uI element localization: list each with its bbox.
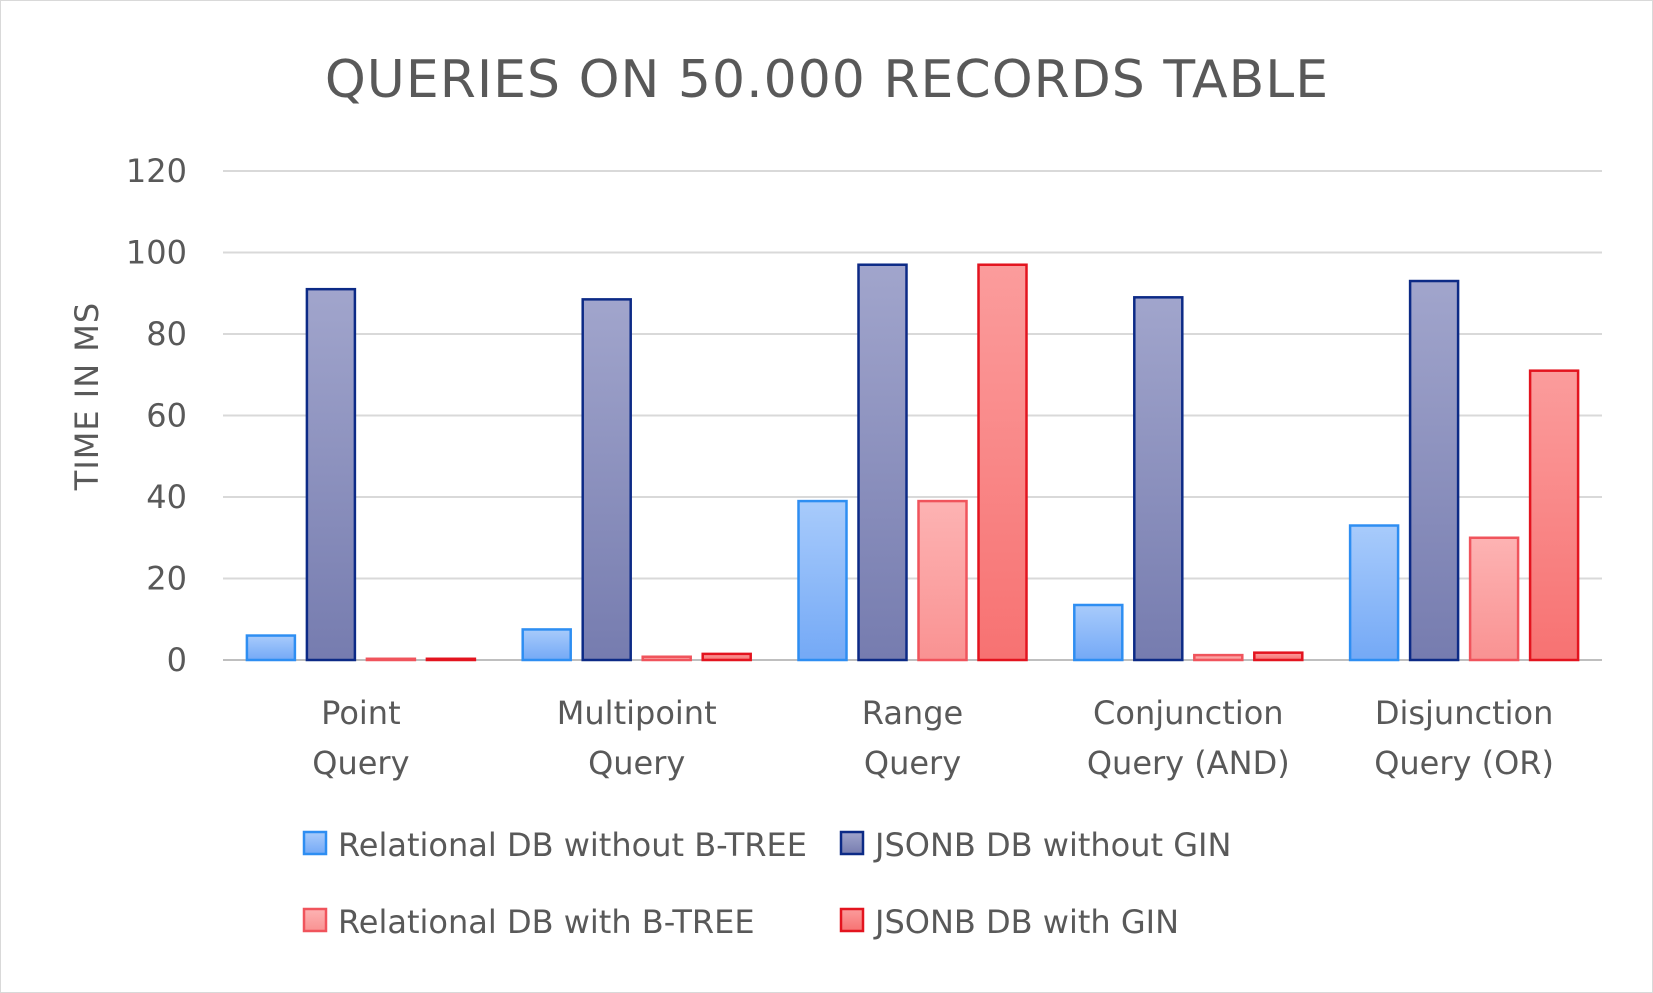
bar	[977, 263, 1028, 662]
y-tick-label: 40	[146, 478, 187, 516]
y-tick-label: 0	[167, 641, 187, 679]
y-tick-labels: 0 20 40 60 80 100 120	[126, 152, 187, 679]
y-tick-label: 120	[126, 152, 187, 190]
bar	[521, 628, 572, 662]
x-category-label: Multipoint	[557, 694, 717, 732]
x-category-label: Point	[321, 694, 400, 732]
x-category-label: Disjunction	[1375, 694, 1554, 732]
x-category-label: Query (OR)	[1374, 744, 1554, 782]
y-tick-label: 60	[146, 397, 187, 435]
bar	[857, 263, 908, 662]
bar	[1468, 536, 1520, 662]
bar	[1133, 296, 1184, 662]
bar	[701, 652, 752, 662]
y-tick-label: 20	[146, 560, 187, 598]
bar	[917, 499, 968, 662]
bar	[1193, 653, 1244, 662]
legend-entry: JSONB DB without GIN	[873, 826, 1231, 864]
bar	[1348, 524, 1400, 662]
bar	[1528, 369, 1580, 662]
legend-swatch	[839, 907, 865, 933]
x-category-label: Query	[312, 744, 409, 782]
bar	[365, 657, 417, 662]
x-category-label: Range	[862, 694, 963, 732]
legend-swatch	[839, 830, 865, 856]
x-category-labels: Point Query Multipoint Query Range Query Conju…	[312, 694, 1554, 782]
bar	[1253, 651, 1304, 662]
bars	[245, 263, 1580, 662]
bar	[1408, 279, 1460, 662]
bar	[245, 634, 297, 662]
gridlines	[223, 170, 1602, 661]
legend-swatch	[302, 907, 328, 933]
legend: Relational DB without B-TREE JSONB DB wit…	[302, 826, 1231, 941]
chart-title: QUERIES ON 50.000 RECORDS TABLE	[325, 50, 1329, 110]
y-tick-label: 100	[126, 234, 187, 272]
bar	[797, 499, 848, 662]
legend-entry: Relational DB with B-TREE	[338, 903, 755, 941]
bar	[1073, 603, 1124, 662]
bar	[581, 298, 632, 662]
legend-entry: JSONB DB with GIN	[873, 903, 1179, 941]
x-category-label: Query	[588, 744, 685, 782]
bar	[641, 655, 692, 662]
y-axis-label: TIME IN MS	[68, 302, 106, 491]
legend-entry: Relational DB without B-TREE	[338, 826, 807, 864]
x-category-label: Conjunction	[1093, 694, 1284, 732]
bar	[425, 657, 477, 662]
bar	[305, 287, 357, 662]
x-category-label: Query (AND)	[1087, 744, 1290, 782]
x-category-label: Query	[864, 744, 961, 782]
y-tick-label: 80	[146, 315, 187, 353]
legend-swatch	[302, 830, 328, 856]
